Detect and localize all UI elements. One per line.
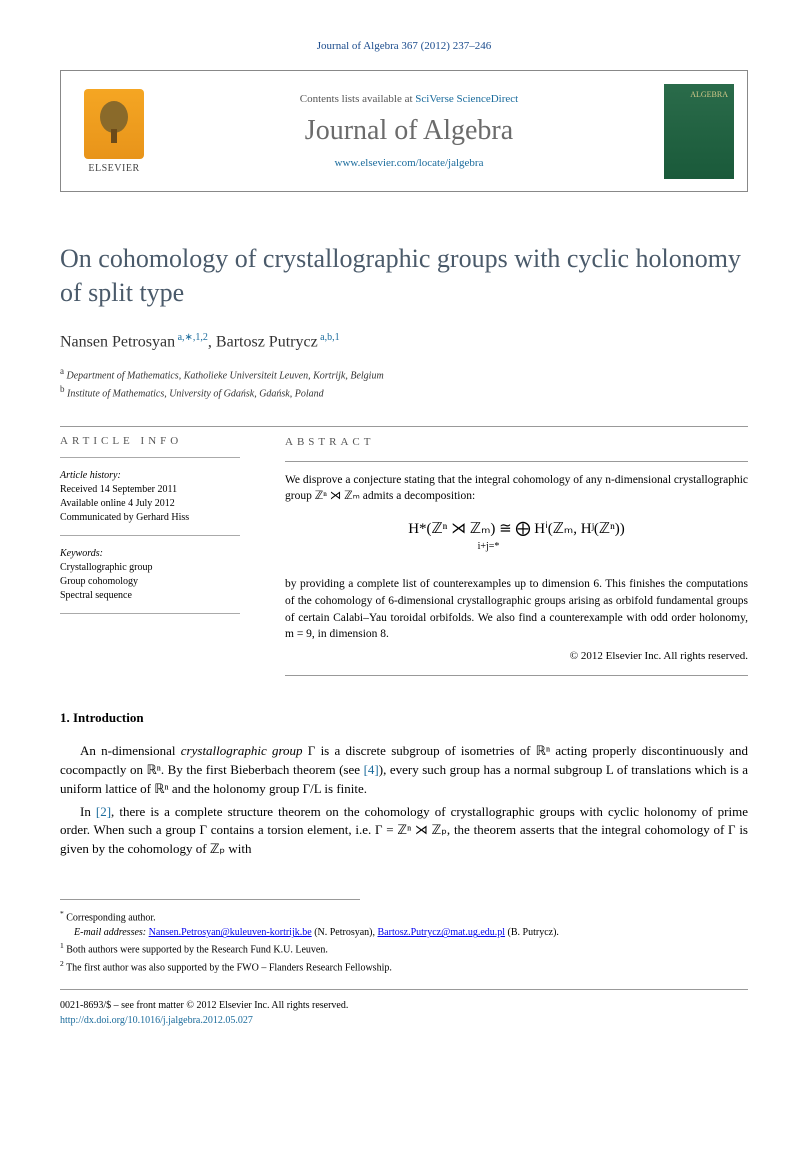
contents-prefix: Contents lists available at	[300, 93, 415, 105]
elsevier-tree-icon	[84, 89, 144, 159]
divider	[60, 426, 748, 427]
affiliation-b: Institute of Mathematics, University of …	[67, 389, 324, 400]
article-info-heading: ARTICLE INFO	[60, 435, 260, 447]
affiliation-a: Department of Mathematics, Katholieke Un…	[67, 370, 384, 381]
ref-2-link[interactable]: [2]	[96, 804, 111, 819]
front-matter-line: 0021-8693/$ – see front matter © 2012 El…	[60, 998, 748, 1013]
history-label: Article history:	[60, 470, 260, 481]
body-text: An n-dimensional crystallographic group …	[60, 742, 748, 859]
journal-url[interactable]: www.elsevier.com/locate/jalgebra	[175, 157, 643, 169]
info-divider	[60, 535, 240, 536]
abstract-formula: H*(ℤⁿ ⋊ ℤₘ) ≅ ⨁ Hⁱ(ℤₘ, Hʲ(ℤⁿ)) i+j=*	[285, 519, 748, 563]
info-divider	[60, 613, 240, 614]
section-1-title: 1. Introduction	[60, 710, 748, 726]
keywords-label: Keywords:	[60, 548, 260, 559]
email-2-who: (B. Putrycz).	[505, 927, 559, 938]
history-body: Received 14 September 2011 Available onl…	[60, 483, 260, 525]
intro-p2: In [2], there is a complete structure th…	[60, 803, 748, 860]
email-1-who: (N. Petrosyan),	[312, 927, 378, 938]
keywords-body: Crystallographic group Group cohomology …	[60, 561, 260, 603]
abstract-p2: by providing a complete list of countere…	[285, 576, 748, 643]
author-1: Nansen Petrosyan	[60, 333, 175, 350]
email-2-link[interactable]: Bartosz.Putrycz@mat.ug.edu.pl	[378, 927, 506, 938]
author-2: Bartosz Putrycz	[216, 333, 318, 350]
abstract-copyright: © 2012 Elsevier Inc. All rights reserved…	[285, 649, 748, 665]
ref-4-link[interactable]: [4]	[364, 762, 379, 777]
corresponding-author: Corresponding author.	[66, 912, 155, 923]
info-divider	[60, 457, 240, 458]
abstract-p1: We disprove a conjecture stating that th…	[285, 472, 748, 505]
elsevier-text: ELSEVIER	[88, 163, 139, 174]
cover-thumbnail: ALGEBRA	[651, 71, 747, 191]
elsevier-logo: ELSEVIER	[61, 71, 167, 191]
email-1-link[interactable]: Nansen.Petrosyan@kuleuven-kortrijk.be	[149, 927, 312, 938]
journal-name: Journal of Algebra	[175, 115, 643, 147]
citation-line: Journal of Algebra 367 (2012) 237–246	[60, 40, 748, 52]
abstract-divider	[285, 461, 748, 462]
affiliations: a Department of Mathematics, Katholieke …	[60, 365, 748, 402]
footnote-1: Both authors were supported by the Resea…	[66, 945, 328, 956]
abstract-bottom-divider	[285, 675, 748, 676]
author-2-sup: a,b,1	[318, 332, 340, 343]
journal-header: ELSEVIER Contents lists available at Sci…	[60, 70, 748, 192]
contents-available: Contents lists available at SciVerse Sci…	[175, 93, 643, 105]
footnotes: * Corresponding author. E-mail addresses…	[60, 908, 748, 975]
footnotes-rule	[60, 899, 360, 908]
sciencedirect-link[interactable]: SciVerse ScienceDirect	[415, 93, 518, 105]
doi-link[interactable]: http://dx.doi.org/10.1016/j.jalgebra.201…	[60, 1015, 253, 1026]
author-1-sup: a,∗,1,2	[175, 332, 208, 343]
emails-label: E-mail addresses:	[74, 927, 146, 938]
abstract-heading: ABSTRACT	[285, 435, 748, 451]
authors-line: Nansen Petrosyan a,∗,1,2, Bartosz Putryc…	[60, 332, 748, 351]
footnote-2: The first author was also supported by t…	[66, 962, 392, 973]
article-info-column: ARTICLE INFO Article history: Received 1…	[60, 431, 285, 676]
cover-image: ALGEBRA	[664, 84, 734, 179]
article-title: On cohomology of crystallographic groups…	[60, 242, 748, 310]
bottom-matter: 0021-8693/$ – see front matter © 2012 El…	[60, 989, 748, 1028]
abstract-column: ABSTRACT We disprove a conjecture statin…	[285, 431, 748, 676]
intro-p1: An n-dimensional crystallographic group …	[60, 742, 748, 799]
